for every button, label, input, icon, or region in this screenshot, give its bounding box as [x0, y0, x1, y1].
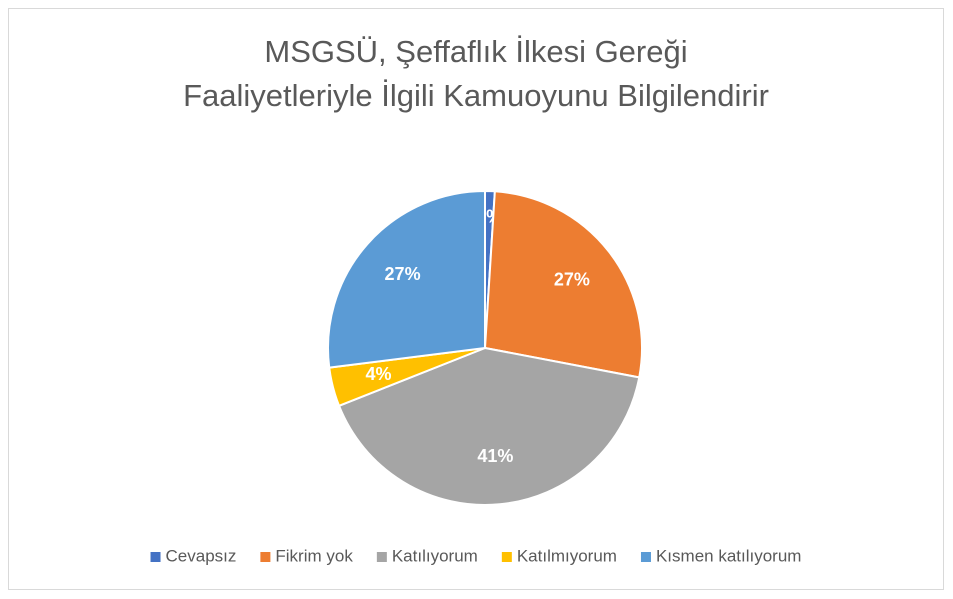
legend-label: Kısmen katılıyorum	[656, 546, 802, 565]
data-label: 41%	[477, 446, 513, 466]
pie-slice	[337, 346, 641, 506]
data-label: 27%	[385, 264, 421, 284]
legend: Cevapsız Fikrim yok Katılıyorum Katılmıyoru…	[150, 546, 802, 565]
data-label: 4%	[366, 364, 392, 384]
legend-label: Katılmıyorum	[517, 546, 617, 565]
legend-swatch	[640, 552, 651, 562]
pie-slice	[483, 190, 643, 379]
data-label: 27%	[554, 269, 590, 289]
legend-swatch	[150, 552, 161, 562]
legend-swatch	[376, 552, 387, 562]
legend-label: Cevapsız	[166, 546, 237, 565]
legend-label: Fikrim yok	[275, 546, 353, 565]
pie-slice	[327, 189, 486, 369]
legend-label: Katılıyorum	[392, 546, 478, 565]
chart-frame	[8, 8, 944, 590]
legend-swatch	[260, 552, 271, 562]
legend-swatch	[501, 552, 512, 562]
chart-title: MSGSÜ, Şeffaflık İlkesi Gereği Faaliyetl…	[183, 34, 769, 113]
